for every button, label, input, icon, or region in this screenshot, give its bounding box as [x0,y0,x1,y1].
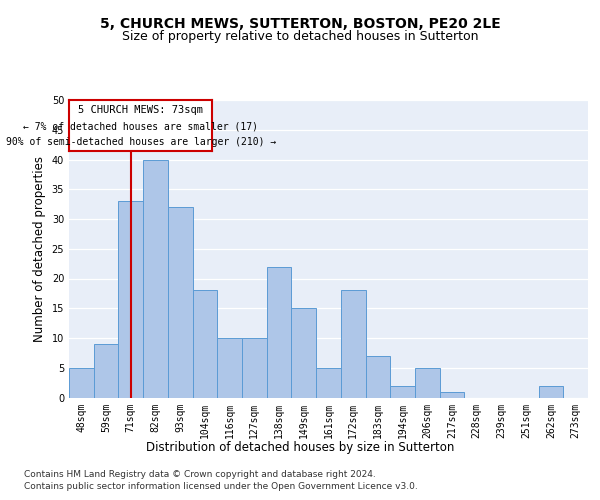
Text: 90% of semi-detached houses are larger (210) →: 90% of semi-detached houses are larger (… [5,138,276,147]
Text: Contains public sector information licensed under the Open Government Licence v3: Contains public sector information licen… [24,482,418,491]
Text: 5 CHURCH MEWS: 73sqm: 5 CHURCH MEWS: 73sqm [78,105,203,115]
Bar [217,338,242,398]
Bar [94,344,118,398]
Bar [390,386,415,398]
Bar [118,201,143,398]
Bar [365,356,390,398]
Text: Distribution of detached houses by size in Sutterton: Distribution of detached houses by size … [146,441,454,454]
Bar [316,368,341,398]
Text: 5, CHURCH MEWS, SUTTERTON, BOSTON, PE20 2LE: 5, CHURCH MEWS, SUTTERTON, BOSTON, PE20 … [100,18,500,32]
Text: ← 7% of detached houses are smaller (17): ← 7% of detached houses are smaller (17) [23,122,258,132]
Bar [193,290,217,398]
Text: Contains HM Land Registry data © Crown copyright and database right 2024.: Contains HM Land Registry data © Crown c… [24,470,376,479]
Bar [292,308,316,398]
Y-axis label: Number of detached properties: Number of detached properties [33,156,46,342]
Bar [415,368,440,398]
Bar [267,266,292,398]
Bar [440,392,464,398]
Bar [168,207,193,398]
Text: Size of property relative to detached houses in Sutterton: Size of property relative to detached ho… [122,30,478,43]
Bar [341,290,365,398]
Bar [242,338,267,398]
Bar [69,368,94,398]
Bar [143,160,168,398]
Bar [539,386,563,398]
